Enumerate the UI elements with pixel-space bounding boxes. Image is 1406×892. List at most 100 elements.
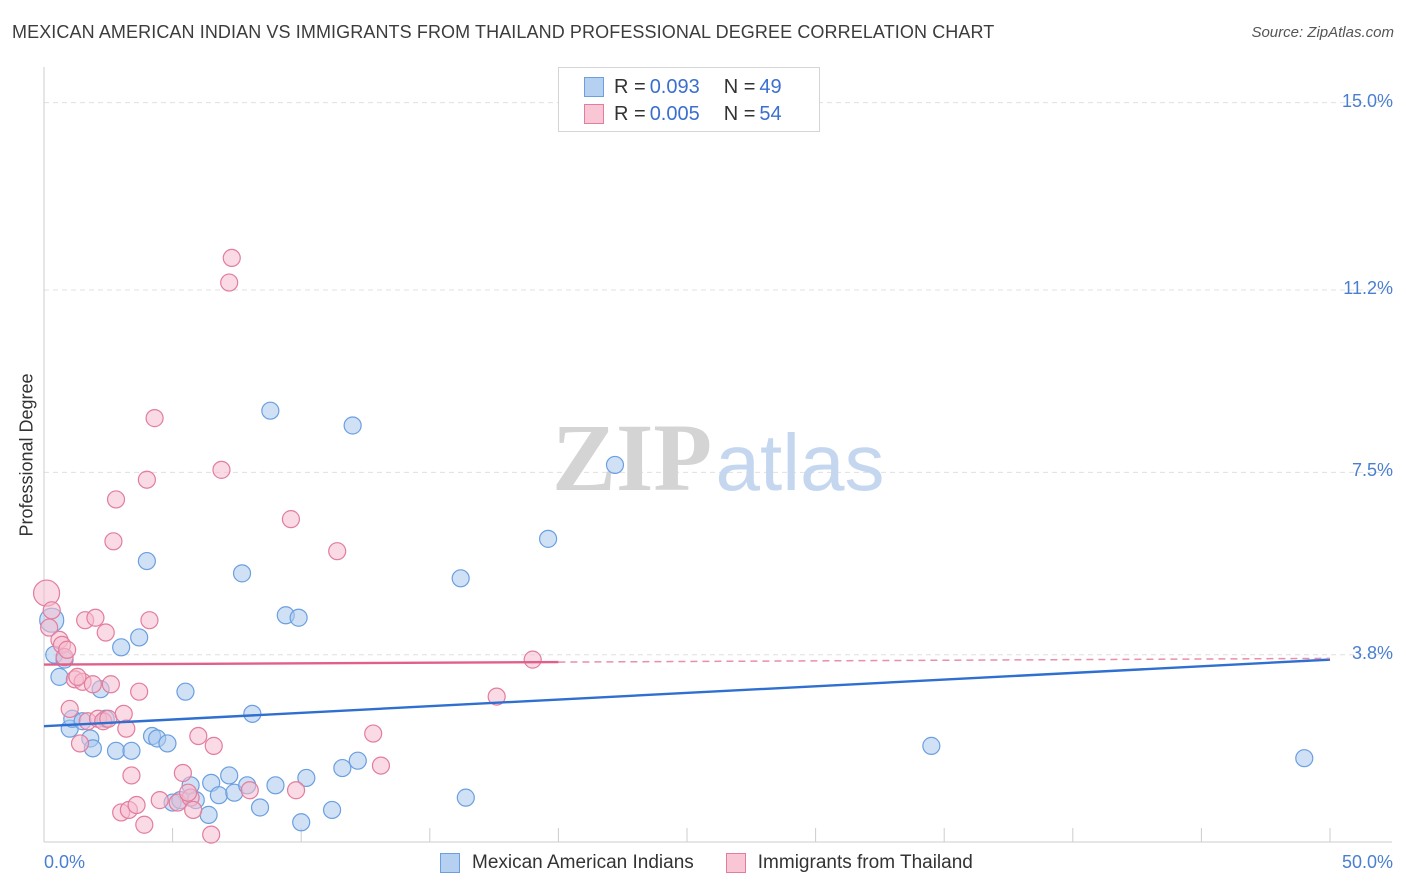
series-legend-item-immigrants-from-thailand: Immigrants from Thailand: [725, 852, 973, 874]
series-immigrants-from-thailand-points: [32, 248, 542, 844]
data-point: [232, 564, 252, 583]
data-point: [605, 455, 625, 475]
trend-lines: [43, 657, 1331, 728]
data-point: [523, 650, 542, 669]
legend-r-label: R =: [614, 75, 646, 98]
legend-row-immigrants-from-thailand: R = 0.005 N = 54: [584, 102, 782, 126]
data-point: [220, 766, 239, 785]
legend-n-label: N =: [723, 75, 756, 98]
data-point: [42, 601, 61, 620]
data-point: [135, 815, 154, 834]
series-legend-label: Immigrants from Thailand: [757, 852, 973, 873]
data-point: [68, 667, 87, 686]
x-tick-label-min: 0.0%: [44, 852, 86, 872]
source-credit: Source: ZipAtlas.com: [1251, 24, 1394, 41]
chart-title: MEXICAN AMERICAN INDIAN VS IMMIGRANTS FR…: [12, 22, 995, 42]
legend-r-value: 0.005: [649, 102, 700, 125]
data-point: [364, 724, 383, 743]
data-point: [922, 736, 941, 755]
data-point: [145, 409, 164, 428]
trend-line-mexican-american-indians: [43, 658, 1331, 728]
data-point: [343, 416, 362, 435]
data-point: [86, 608, 105, 627]
data-point: [106, 741, 126, 760]
y-axis-label: Professional Degree: [16, 373, 37, 537]
axes: [43, 67, 1392, 843]
data-point: [58, 640, 77, 659]
data-point: [539, 529, 558, 548]
data-point: [348, 751, 367, 770]
data-point: [266, 776, 285, 795]
data-point: [178, 783, 198, 802]
x-tick-label-max: 50.0%: [1341, 852, 1393, 872]
data-point: [199, 805, 218, 824]
series-legend-item-mexican-american-indians: Mexican American Indians: [440, 852, 694, 874]
data-point: [127, 795, 146, 815]
series-legend-swatch-pink: [725, 853, 746, 873]
data-point: [117, 719, 136, 738]
legend-swatch-pink: [584, 104, 604, 124]
data-point: [137, 470, 156, 489]
watermark: ZIP atlas: [552, 404, 885, 511]
data-point: [176, 682, 195, 701]
legend-swatch-blue: [584, 77, 604, 97]
data-point: [456, 788, 475, 807]
data-point: [204, 736, 223, 755]
watermark-zip: ZIP: [552, 404, 712, 511]
data-point: [106, 490, 126, 509]
legend-r-value: 0.093: [649, 75, 700, 98]
data-point: [328, 542, 347, 561]
data-point: [112, 638, 131, 657]
data-point: [40, 618, 59, 637]
data-point: [289, 608, 308, 627]
stats-legend: R = 0.093 N = 49 R = 0.005 N = 54: [558, 67, 820, 132]
legend-n-label: N =: [723, 102, 756, 125]
data-point: [140, 611, 159, 630]
data-point: [222, 248, 241, 268]
data-point: [261, 401, 280, 420]
data-point: [322, 800, 342, 820]
data-point: [184, 800, 203, 820]
data-point: [189, 726, 208, 746]
data-point: [240, 781, 259, 800]
series-legend-label: Mexican American Indians: [472, 852, 694, 873]
legend-row-mexican-american-indians: R = 0.093 N = 49: [584, 75, 782, 99]
trend-line-extension-immigrants-from-thailand: [558, 657, 1331, 663]
data-point: [1295, 749, 1314, 768]
data-point: [451, 569, 470, 588]
data-point: [202, 825, 221, 844]
data-point: [292, 813, 311, 832]
data-point: [281, 510, 301, 529]
data-point: [286, 781, 306, 800]
y-tick-label: 11.2%: [1343, 277, 1393, 298]
data-point: [114, 704, 133, 723]
y-tick-label: 15.0%: [1341, 90, 1393, 111]
data-point: [297, 768, 316, 788]
data-point: [130, 682, 149, 701]
data-point: [212, 460, 231, 479]
data-point: [50, 667, 69, 686]
legend-n-value: 49: [759, 75, 782, 98]
watermark-atlas: atlas: [716, 418, 885, 507]
data-point: [104, 532, 123, 551]
data-point: [96, 623, 115, 642]
data-point: [487, 687, 506, 706]
y-tick-label: 7.5%: [1351, 460, 1393, 481]
data-point: [99, 709, 118, 728]
data-point: [130, 628, 149, 647]
data-point: [137, 551, 156, 571]
data-point: [243, 704, 262, 723]
data-point: [83, 675, 102, 694]
y-tick-label: 3.8%: [1351, 642, 1393, 663]
data-point: [333, 758, 352, 778]
data-point: [122, 766, 141, 785]
trend-line-immigrants-from-thailand: [43, 660, 559, 666]
series-legend-swatch-blue: [440, 853, 460, 873]
series-legend: Mexican American Indians Immigrants from…: [440, 852, 1005, 874]
data-point: [371, 756, 391, 775]
data-point: [150, 791, 169, 810]
data-point: [60, 699, 79, 719]
data-point: [209, 786, 228, 805]
data-point: [70, 734, 90, 753]
data-point: [122, 741, 141, 760]
